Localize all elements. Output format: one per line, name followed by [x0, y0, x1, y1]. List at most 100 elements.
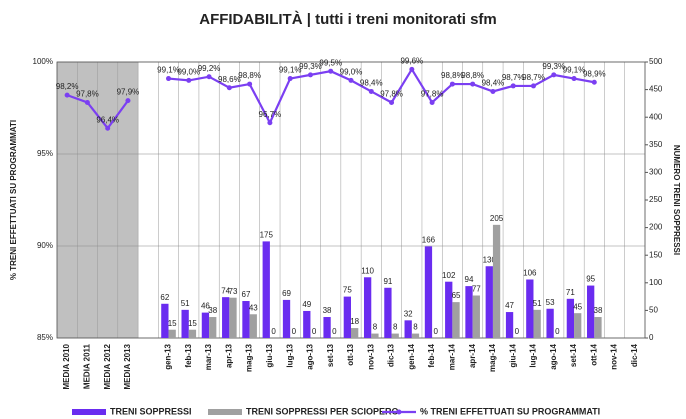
y2-tick-label: 100: [649, 278, 663, 287]
y2-axis-label: NUMERO TRENI SOPPRESSI: [672, 145, 681, 255]
bar-label: 47: [505, 301, 514, 310]
line-marker: [368, 88, 374, 94]
x-tick-label: gen-13: [164, 343, 173, 369]
bar-label: 65: [452, 291, 461, 300]
line-label: 98,8%: [238, 71, 261, 80]
legend-label: TRENI SOPPRESSI: [110, 406, 192, 416]
line-marker: [287, 76, 293, 82]
legend-marker: [396, 409, 402, 415]
y2-tick-label: 450: [649, 85, 663, 94]
legend-label: TRENI SOPPRESSI PER SCIOPERO: [246, 406, 399, 416]
x-tick-label: mag-13: [245, 343, 254, 372]
bar-label: 38: [208, 306, 217, 315]
line-marker: [409, 66, 415, 72]
bar-label: 43: [249, 303, 258, 312]
bar-label: 166: [422, 235, 436, 244]
bar-label: 110: [361, 266, 374, 275]
x-tick-label: nov-14: [610, 343, 619, 369]
bar-label: 0: [312, 327, 317, 336]
line-marker: [328, 68, 334, 74]
bar-label: 0: [515, 327, 520, 336]
bar: [222, 297, 230, 338]
line-label: 99,1%: [157, 66, 180, 75]
line-marker: [105, 125, 111, 131]
bar: [533, 309, 541, 338]
bar: [391, 333, 399, 338]
line-marker: [348, 77, 354, 83]
bar: [371, 333, 379, 338]
bar-label: 71: [566, 288, 575, 297]
line-label: 99,2%: [198, 64, 221, 73]
y2-tick-label: 0: [649, 333, 654, 342]
bar-label: 49: [302, 300, 311, 309]
line-marker: [166, 76, 172, 82]
bar-label: 15: [188, 319, 197, 328]
legend-swatch: [208, 409, 242, 415]
line-marker: [551, 72, 557, 78]
x-tick-label: MEDIA 2011: [83, 343, 92, 389]
bar: [161, 303, 169, 338]
bar: [323, 317, 331, 338]
line: [66, 67, 595, 131]
line-marker: [490, 88, 496, 94]
y2-tick-label: 250: [649, 195, 663, 204]
bar: [384, 287, 392, 338]
bar: [168, 329, 176, 338]
x-tick-label: lug-14: [529, 343, 538, 367]
bar-label: 46: [201, 302, 210, 311]
bar: [343, 296, 351, 338]
line-marker: [389, 99, 395, 105]
line-marker: [247, 81, 253, 87]
bar: [411, 333, 420, 338]
line-marker: [84, 99, 90, 105]
line-marker: [530, 83, 536, 89]
bar-label: 130: [483, 255, 497, 264]
line-label: 98,4%: [360, 79, 383, 88]
bar-label: 0: [434, 327, 439, 336]
bar-label: 67: [242, 290, 251, 299]
line-label: 98,2%: [56, 82, 79, 91]
y-tick-label: 95%: [37, 149, 53, 158]
line-marker: [470, 81, 476, 87]
line-label: 99,1%: [563, 66, 586, 75]
bar-label: 32: [404, 309, 413, 318]
bar: [229, 297, 237, 338]
x-tick-label: ago-14: [549, 343, 558, 369]
y2-tick-label: 150: [649, 250, 663, 259]
line-label: 99,0%: [340, 68, 363, 77]
line-label: 98,6%: [218, 75, 241, 84]
bar: [303, 310, 311, 338]
bar: [594, 317, 602, 338]
x-tick-label: dic-13: [387, 343, 396, 367]
bar: [282, 299, 291, 338]
line-label: 98,9%: [583, 69, 606, 78]
bar-label: 0: [332, 327, 337, 336]
x-tick-label: mar-13: [204, 343, 213, 370]
bar: [242, 301, 250, 338]
legend-label: % TRENI EFFETTUATI SU PROGRAMMATI: [420, 406, 600, 416]
x-tick-label: feb-14: [427, 343, 436, 367]
x-tick-label: apr-13: [224, 343, 233, 368]
bar-label: 51: [533, 299, 542, 308]
bar: [472, 295, 480, 338]
x-tick-label: ago-13: [306, 343, 315, 369]
bar-label: 77: [472, 285, 481, 294]
line-label: 97,8%: [421, 90, 444, 99]
bar: [574, 313, 582, 338]
x-tick-label: MEDIA 2010: [62, 343, 71, 389]
bar: [249, 314, 257, 338]
bar-label: 95: [586, 275, 595, 284]
bar: [363, 277, 372, 338]
x-tick-label: MEDIA 2013: [123, 343, 132, 389]
line-marker: [64, 92, 70, 98]
y2-tick-label: 350: [649, 140, 663, 149]
bar: [505, 312, 514, 338]
line-label: 96,7%: [259, 110, 282, 119]
bar-label: 74: [221, 286, 230, 295]
bar: [587, 285, 595, 338]
bar: [452, 302, 460, 338]
bar: [485, 266, 493, 338]
bar-label: 62: [160, 293, 169, 302]
bar: [492, 224, 501, 338]
